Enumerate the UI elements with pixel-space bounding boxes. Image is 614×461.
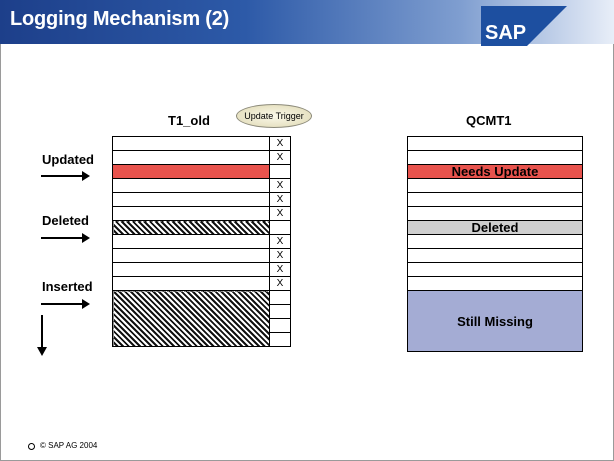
left-table-row bbox=[112, 290, 291, 347]
trigger-mark-cell: X bbox=[269, 192, 291, 207]
right-table-title: QCMT1 bbox=[466, 113, 512, 128]
left-row-cell bbox=[112, 234, 270, 249]
left-table-row: X bbox=[112, 178, 291, 193]
right-row-cell bbox=[407, 276, 583, 291]
right-row-cell bbox=[407, 136, 583, 151]
left-row-cell bbox=[112, 150, 270, 165]
left-table-row: X bbox=[112, 248, 291, 263]
left-row-cell bbox=[112, 206, 270, 221]
trigger-mark-cell: X bbox=[269, 262, 291, 277]
right-table-row bbox=[407, 206, 583, 221]
left-row-cell bbox=[112, 192, 270, 207]
trigger-mark-cell: X bbox=[269, 136, 291, 151]
left-row-cell bbox=[112, 276, 270, 291]
copyright-icon bbox=[28, 443, 35, 450]
left-table-row: X bbox=[112, 136, 291, 151]
trigger-mark-cell: X bbox=[269, 248, 291, 263]
right-table: Needs Update Deleted Still Missing bbox=[407, 136, 583, 352]
header-bar: Logging Mechanism (2) SAP bbox=[0, 0, 614, 46]
left-row-cell bbox=[112, 248, 270, 263]
slide-title: Logging Mechanism (2) bbox=[10, 8, 230, 30]
trigger-mark-cell bbox=[269, 318, 291, 333]
arrow-inserted-icon bbox=[41, 299, 90, 309]
right-table-row bbox=[407, 262, 583, 277]
right-table-row bbox=[407, 150, 583, 165]
left-table-row: X bbox=[112, 276, 291, 291]
status-still-missing: Still Missing bbox=[407, 290, 583, 352]
arrow-down-icon bbox=[37, 315, 47, 356]
trigger-mark-cell: X bbox=[269, 178, 291, 193]
left-row-cell bbox=[112, 262, 270, 277]
update-trigger-badge: Update Trigger bbox=[236, 104, 312, 128]
right-table-row bbox=[407, 136, 583, 151]
right-table-row: Deleted bbox=[407, 220, 583, 235]
right-row-cell bbox=[407, 178, 583, 193]
trigger-mark-cell bbox=[269, 164, 291, 179]
left-table-title: T1_old bbox=[168, 113, 210, 128]
left-row-cell bbox=[112, 220, 270, 235]
right-row-cell bbox=[407, 192, 583, 207]
label-inserted: Inserted bbox=[42, 279, 93, 294]
right-table-row: Still Missing bbox=[407, 290, 583, 352]
left-table-row bbox=[112, 220, 291, 235]
right-table-row bbox=[407, 178, 583, 193]
arrow-updated-icon bbox=[41, 171, 90, 181]
left-row-cell bbox=[112, 164, 270, 179]
status-needs-update: Needs Update bbox=[407, 164, 583, 179]
left-table-row bbox=[112, 164, 291, 179]
trigger-mark-cell: X bbox=[269, 276, 291, 291]
left-table-row: X bbox=[112, 192, 291, 207]
inserted-hatch-block bbox=[112, 290, 270, 347]
trigger-mark-cell bbox=[269, 304, 291, 319]
left-table-row: X bbox=[112, 206, 291, 221]
right-table-row bbox=[407, 192, 583, 207]
left-table-row bbox=[113, 304, 291, 319]
trigger-mark-cell: X bbox=[269, 206, 291, 221]
right-table-row bbox=[407, 234, 583, 249]
status-deleted: Deleted bbox=[407, 220, 583, 235]
right-table-row bbox=[407, 248, 583, 263]
right-table-row: Needs Update bbox=[407, 164, 583, 179]
right-table-row bbox=[407, 276, 583, 291]
left-row-cell bbox=[112, 136, 270, 151]
right-row-cell bbox=[407, 262, 583, 277]
trigger-mark-cell bbox=[269, 332, 291, 347]
right-row-cell bbox=[407, 248, 583, 263]
right-row-cell bbox=[407, 206, 583, 221]
sap-logo: SAP bbox=[481, 6, 567, 46]
arrow-deleted-icon bbox=[41, 233, 90, 243]
left-table-row: X bbox=[112, 234, 291, 249]
footer-copyright: © SAP AG 2004 bbox=[40, 441, 98, 450]
label-updated: Updated bbox=[42, 152, 94, 167]
trigger-mark-cell bbox=[269, 220, 291, 235]
trigger-mark-cell: X bbox=[269, 150, 291, 165]
trigger-mark-cell bbox=[269, 290, 291, 305]
label-deleted: Deleted bbox=[42, 213, 89, 228]
left-row-cell bbox=[112, 178, 270, 193]
left-table-row bbox=[113, 332, 291, 347]
left-table-row: X bbox=[112, 262, 291, 277]
right-row-cell bbox=[407, 234, 583, 249]
left-table-row: X bbox=[112, 150, 291, 165]
sap-logo-text: SAP bbox=[485, 22, 526, 44]
right-row-cell bbox=[407, 150, 583, 165]
trigger-mark-cell: X bbox=[269, 234, 291, 249]
